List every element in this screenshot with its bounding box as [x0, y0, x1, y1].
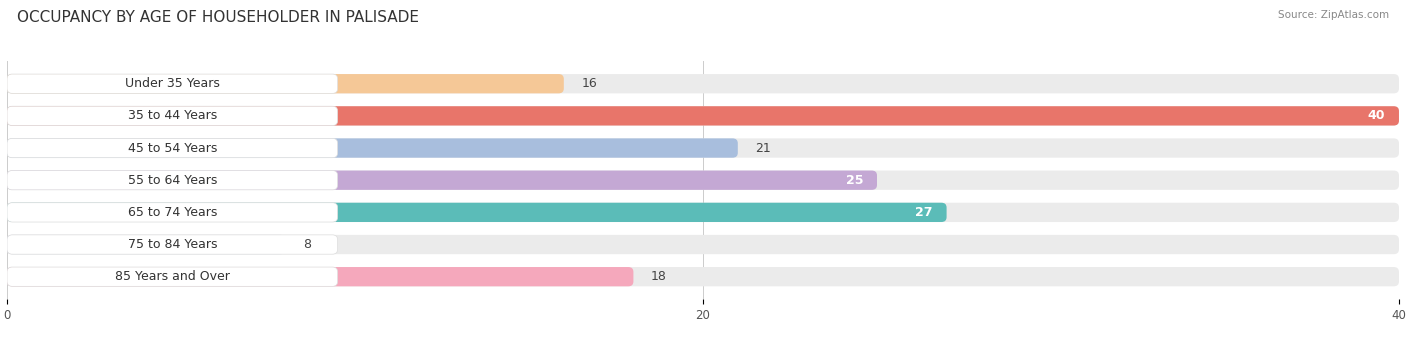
- Text: 65 to 74 Years: 65 to 74 Years: [128, 206, 217, 219]
- Text: 75 to 84 Years: 75 to 84 Years: [128, 238, 217, 251]
- FancyBboxPatch shape: [7, 138, 1399, 158]
- FancyBboxPatch shape: [7, 74, 1399, 94]
- FancyBboxPatch shape: [7, 267, 337, 286]
- FancyBboxPatch shape: [7, 171, 877, 190]
- Text: 16: 16: [581, 77, 598, 90]
- FancyBboxPatch shape: [7, 106, 1399, 125]
- FancyBboxPatch shape: [7, 235, 285, 254]
- FancyBboxPatch shape: [7, 235, 1399, 254]
- FancyBboxPatch shape: [7, 138, 738, 158]
- Text: 25: 25: [845, 174, 863, 187]
- Text: Source: ZipAtlas.com: Source: ZipAtlas.com: [1278, 10, 1389, 20]
- FancyBboxPatch shape: [7, 267, 1399, 286]
- Text: 55 to 64 Years: 55 to 64 Years: [128, 174, 217, 187]
- Text: 21: 21: [755, 141, 770, 155]
- Text: Under 35 Years: Under 35 Years: [125, 77, 219, 90]
- Text: 45 to 54 Years: 45 to 54 Years: [128, 141, 217, 155]
- FancyBboxPatch shape: [7, 203, 946, 222]
- Text: OCCUPANCY BY AGE OF HOUSEHOLDER IN PALISADE: OCCUPANCY BY AGE OF HOUSEHOLDER IN PALIS…: [17, 10, 419, 25]
- Text: 18: 18: [651, 270, 666, 283]
- FancyBboxPatch shape: [7, 106, 337, 125]
- Text: 40: 40: [1368, 109, 1385, 122]
- FancyBboxPatch shape: [7, 74, 564, 94]
- Text: 85 Years and Over: 85 Years and Over: [115, 270, 229, 283]
- Text: 8: 8: [302, 238, 311, 251]
- FancyBboxPatch shape: [7, 138, 337, 158]
- FancyBboxPatch shape: [7, 106, 1399, 125]
- Text: 35 to 44 Years: 35 to 44 Years: [128, 109, 217, 122]
- FancyBboxPatch shape: [7, 203, 337, 222]
- FancyBboxPatch shape: [7, 203, 1399, 222]
- FancyBboxPatch shape: [7, 171, 1399, 190]
- FancyBboxPatch shape: [7, 171, 337, 190]
- FancyBboxPatch shape: [7, 267, 633, 286]
- Text: 27: 27: [915, 206, 932, 219]
- FancyBboxPatch shape: [7, 74, 337, 94]
- FancyBboxPatch shape: [7, 235, 337, 254]
